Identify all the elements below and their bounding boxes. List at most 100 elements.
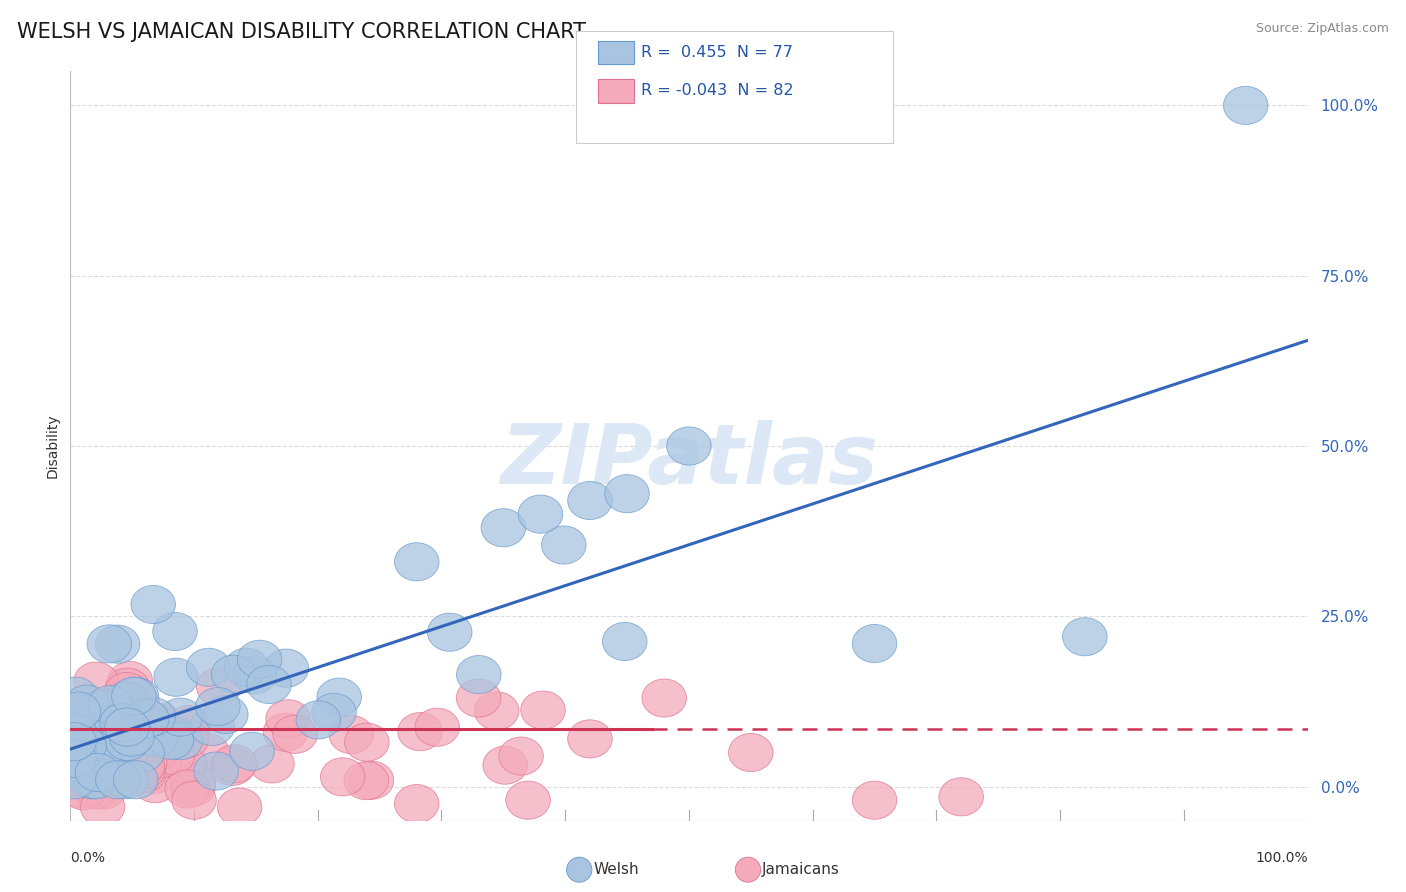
Ellipse shape: [120, 747, 165, 785]
Ellipse shape: [643, 679, 686, 717]
Text: R =  0.455  N = 77: R = 0.455 N = 77: [641, 45, 793, 60]
Ellipse shape: [568, 482, 612, 519]
Ellipse shape: [427, 613, 472, 651]
Ellipse shape: [520, 691, 565, 729]
Ellipse shape: [127, 717, 172, 755]
Ellipse shape: [728, 733, 773, 772]
Ellipse shape: [65, 685, 110, 723]
Ellipse shape: [195, 688, 240, 726]
Ellipse shape: [73, 693, 118, 731]
Ellipse shape: [104, 761, 149, 799]
Ellipse shape: [162, 745, 207, 783]
Ellipse shape: [172, 764, 215, 801]
Ellipse shape: [86, 759, 131, 797]
Ellipse shape: [105, 708, 149, 746]
Ellipse shape: [79, 754, 122, 792]
Ellipse shape: [96, 625, 139, 663]
Ellipse shape: [167, 706, 211, 744]
Ellipse shape: [134, 731, 177, 770]
Ellipse shape: [75, 761, 118, 799]
Ellipse shape: [395, 785, 439, 822]
Ellipse shape: [316, 678, 361, 716]
Ellipse shape: [52, 714, 97, 752]
Ellipse shape: [111, 677, 156, 715]
Ellipse shape: [238, 640, 281, 678]
Ellipse shape: [204, 696, 247, 733]
Ellipse shape: [1223, 87, 1268, 125]
Ellipse shape: [52, 739, 96, 778]
Ellipse shape: [187, 648, 231, 686]
Ellipse shape: [70, 729, 115, 767]
Ellipse shape: [80, 722, 125, 760]
Ellipse shape: [73, 771, 118, 808]
Text: R = -0.043  N = 82: R = -0.043 N = 82: [641, 84, 794, 98]
Text: 0.0%: 0.0%: [70, 851, 105, 865]
Ellipse shape: [229, 732, 274, 771]
Text: Welsh: Welsh: [593, 863, 638, 877]
Ellipse shape: [482, 746, 527, 784]
Ellipse shape: [70, 761, 114, 799]
Ellipse shape: [112, 705, 157, 743]
Ellipse shape: [197, 667, 240, 706]
Ellipse shape: [96, 725, 141, 764]
Ellipse shape: [232, 656, 277, 694]
Ellipse shape: [122, 754, 166, 792]
Ellipse shape: [56, 695, 100, 733]
Ellipse shape: [150, 737, 195, 774]
Ellipse shape: [603, 623, 647, 661]
Ellipse shape: [134, 764, 177, 803]
Ellipse shape: [224, 648, 269, 686]
Ellipse shape: [94, 723, 139, 761]
Ellipse shape: [103, 735, 148, 773]
Ellipse shape: [297, 701, 340, 739]
Ellipse shape: [59, 706, 103, 744]
Ellipse shape: [82, 771, 127, 809]
Ellipse shape: [172, 768, 215, 806]
Ellipse shape: [457, 656, 501, 694]
Ellipse shape: [100, 704, 145, 741]
Ellipse shape: [125, 699, 169, 738]
Ellipse shape: [52, 761, 96, 799]
Ellipse shape: [103, 718, 146, 756]
Ellipse shape: [80, 730, 124, 768]
Ellipse shape: [80, 788, 125, 826]
Ellipse shape: [100, 681, 145, 720]
Ellipse shape: [138, 739, 183, 778]
Ellipse shape: [605, 475, 650, 513]
Ellipse shape: [117, 746, 162, 784]
Ellipse shape: [118, 699, 163, 738]
Ellipse shape: [73, 662, 118, 700]
Ellipse shape: [415, 708, 460, 747]
Y-axis label: Disability: Disability: [45, 414, 59, 478]
Ellipse shape: [62, 727, 107, 764]
Ellipse shape: [70, 720, 114, 758]
Ellipse shape: [128, 723, 173, 761]
Ellipse shape: [108, 662, 152, 699]
Ellipse shape: [53, 677, 98, 715]
Ellipse shape: [194, 752, 239, 790]
Ellipse shape: [939, 778, 983, 816]
Ellipse shape: [87, 686, 132, 723]
Ellipse shape: [1063, 617, 1107, 656]
Ellipse shape: [143, 727, 187, 765]
Ellipse shape: [131, 585, 176, 624]
Ellipse shape: [120, 714, 165, 752]
Ellipse shape: [138, 704, 183, 742]
Ellipse shape: [398, 713, 443, 751]
Text: 100.0%: 100.0%: [1256, 851, 1308, 865]
Ellipse shape: [312, 693, 356, 731]
Ellipse shape: [76, 754, 120, 791]
Ellipse shape: [73, 694, 118, 732]
Ellipse shape: [51, 744, 96, 782]
Ellipse shape: [87, 624, 132, 663]
Ellipse shape: [209, 747, 254, 786]
Ellipse shape: [105, 668, 149, 706]
Ellipse shape: [153, 658, 198, 697]
Ellipse shape: [60, 770, 105, 808]
Ellipse shape: [212, 745, 257, 783]
Ellipse shape: [83, 706, 127, 744]
Ellipse shape: [153, 613, 197, 650]
Ellipse shape: [56, 703, 100, 740]
Ellipse shape: [114, 761, 157, 799]
Ellipse shape: [349, 761, 394, 799]
